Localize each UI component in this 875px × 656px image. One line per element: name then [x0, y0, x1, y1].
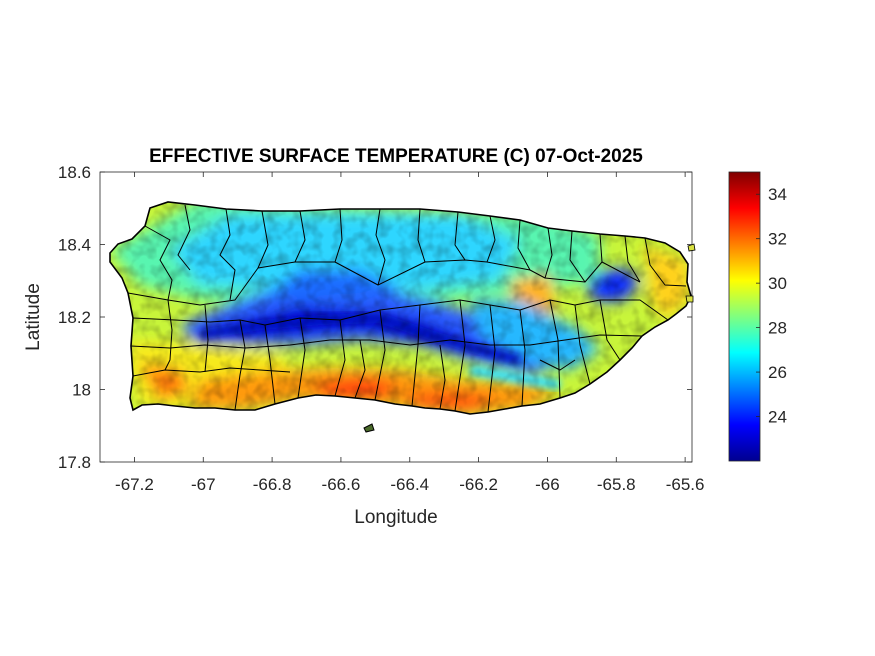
y-tick-label: 17.8 [58, 453, 91, 472]
colorbar-tick-label: 26 [768, 363, 787, 382]
x-tick-label: -66.4 [390, 475, 429, 494]
colorbar-tick-label: 28 [768, 319, 787, 338]
texture-noise [110, 202, 691, 414]
y-tick-label: 18.6 [58, 163, 91, 182]
chart-title: EFFECTIVE SURFACE TEMPERATURE (C) 07-Oct… [149, 146, 643, 167]
y-axis-label: Latitude [23, 283, 44, 351]
colorbar [728, 171, 761, 462]
x-tick-label: -65.6 [666, 475, 705, 494]
x-tick-label: -66 [535, 475, 560, 494]
x-axis-label: Longitude [354, 507, 437, 528]
y-tick-label: 18 [72, 381, 91, 400]
x-tick-label: -66.6 [322, 475, 361, 494]
caja-de-muertos-islet [363, 423, 375, 433]
x-tick-label: -66.8 [253, 475, 292, 494]
municipality-borders [127, 204, 687, 413]
colorbar-tick-label: 30 [768, 274, 787, 293]
colorbar-tick-label: 34 [768, 185, 787, 204]
temperature-heatmap [110, 202, 691, 414]
colorbar-ticks: 24 26 28 30 32 34 [756, 185, 787, 427]
colorbar-tick-label: 32 [768, 230, 787, 249]
x-axis: -67.2 -67 -66.8 -66.6 -66.4 -66.2 -66 -65.8 -65.… [115, 172, 704, 494]
colorbar-tick-label: 24 [768, 408, 787, 427]
x-tick-label: -66.2 [459, 475, 498, 494]
x-tick-label: -65.8 [597, 475, 636, 494]
x-tick-label: -67.2 [115, 475, 154, 494]
east-islet-2 [685, 295, 694, 303]
y-tick-label: 18.2 [58, 308, 91, 327]
y-tick-label: 18.4 [58, 236, 91, 255]
x-tick-label: -67 [191, 475, 216, 494]
y-axis: 17.8 18 18.2 18.4 18.6 [58, 163, 692, 472]
